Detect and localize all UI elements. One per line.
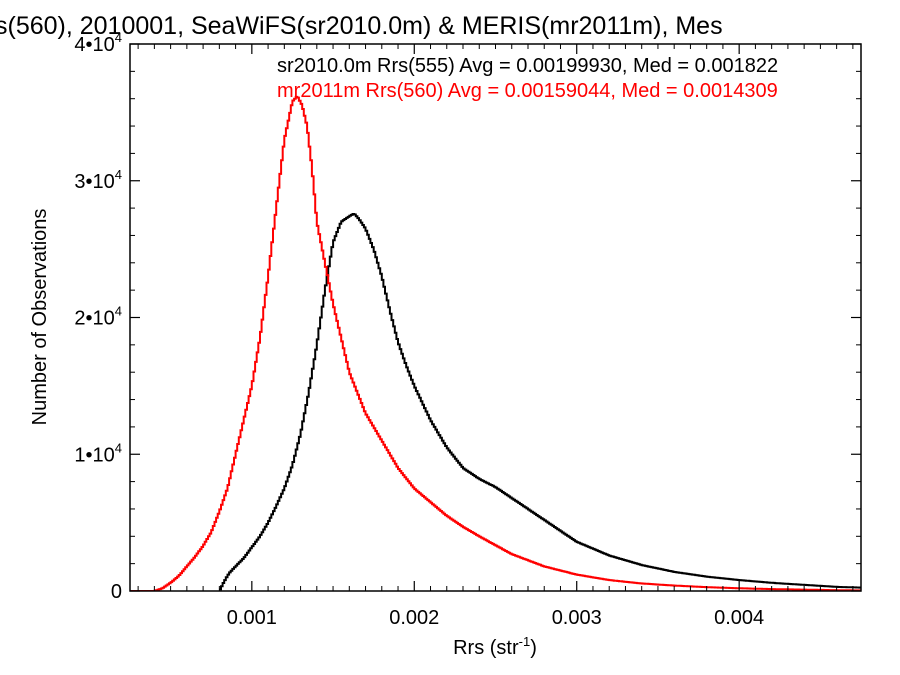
series-line-0 [219, 213, 861, 591]
x-tick-label-0: 0.001 [227, 607, 277, 629]
x-tick-label-2: 0.003 [552, 607, 602, 629]
y-tick-label-4: 4•104 [74, 30, 122, 56]
x-tick-label-1: 0.002 [389, 607, 439, 629]
legend: sr2010.0m Rrs(555) Avg = 0.00199930, Med… [277, 55, 778, 102]
chart-title: s(560), 2010001, SeaWiFS(sr2010.0m) & ME… [0, 12, 723, 40]
x-axis-label: Rrs (str-1) [453, 634, 537, 659]
y-tick-label-1: 1•104 [74, 440, 122, 466]
y-tick-label-2: 2•104 [74, 304, 122, 330]
x-tick-label-3: 0.004 [714, 607, 764, 629]
axis-ticks: 0.001 0.002 0.003 0.004 0 1•104 2•104 3•104 4•10… [74, 30, 861, 629]
y-tick-label-3: 3•104 [74, 167, 122, 193]
series-lines [130, 95, 861, 591]
y-tick-label-0: 0 [111, 581, 122, 603]
plot-frame [129, 43, 862, 592]
series-line-1 [130, 95, 861, 591]
legend-entry-1: mr2011m Rrs(560) Avg = 0.00159044, Med =… [277, 80, 778, 102]
legend-entry-0: sr2010.0m Rrs(555) Avg = 0.00199930, Med… [277, 55, 778, 77]
y-axis-label: Number of Observations [29, 209, 51, 426]
